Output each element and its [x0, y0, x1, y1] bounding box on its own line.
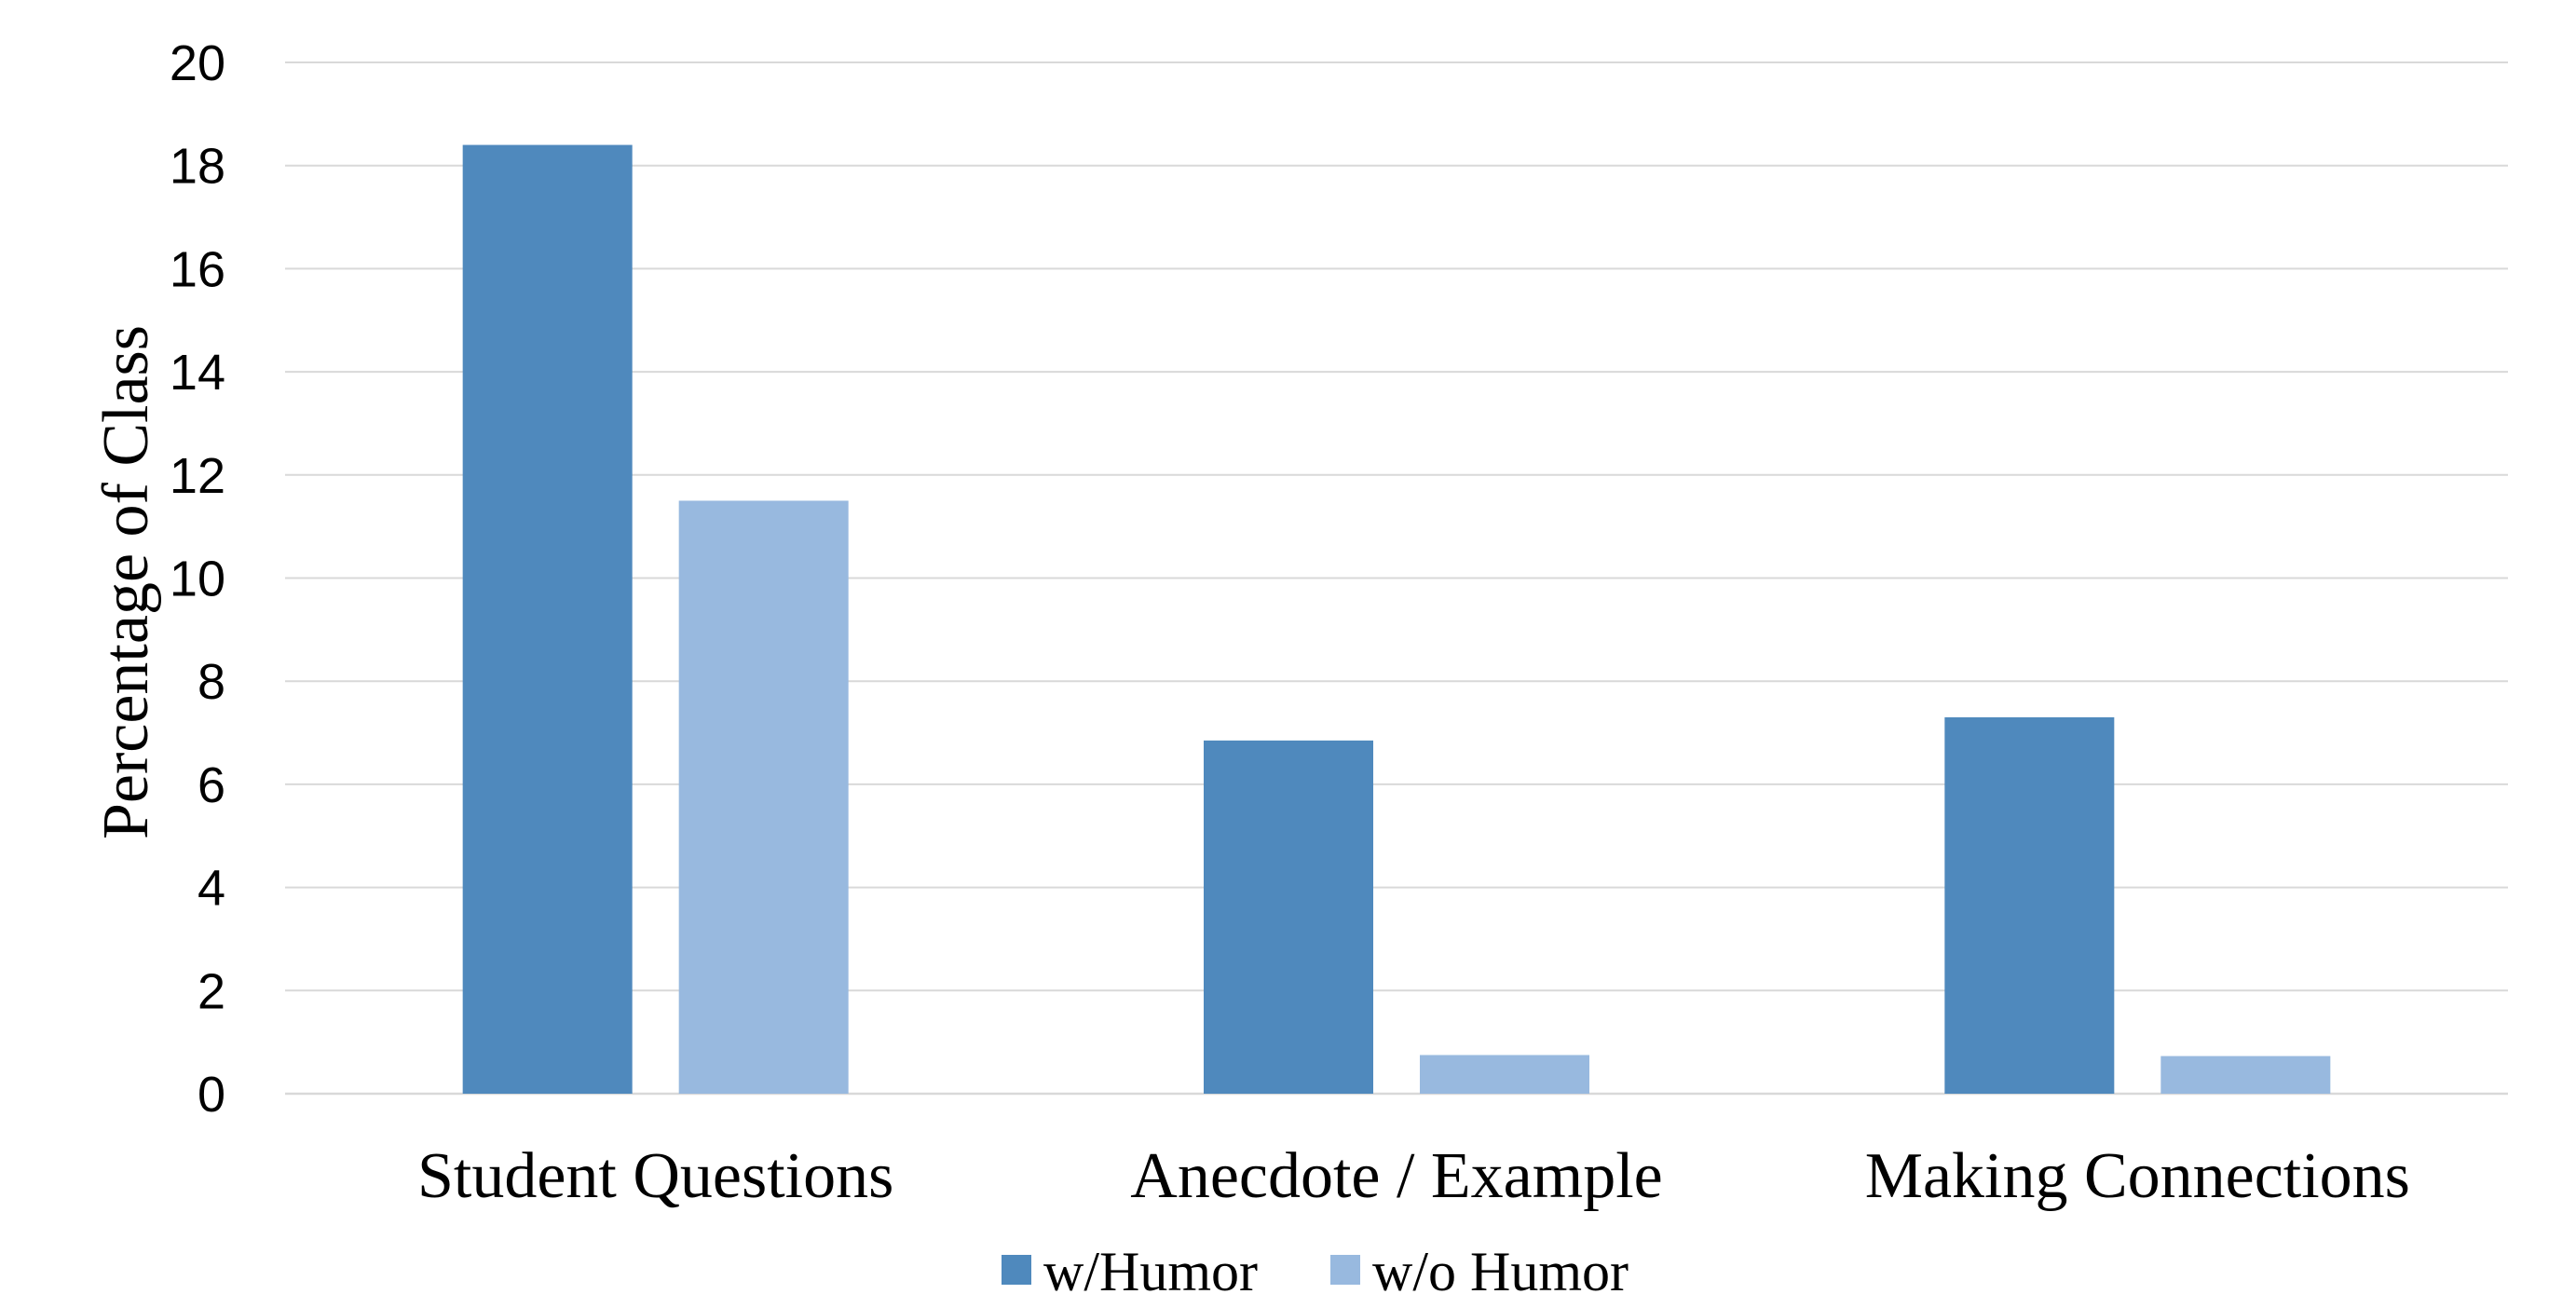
x-tick-label: Anecdote / Example	[1130, 1140, 1662, 1212]
bar-with-humor	[462, 144, 633, 1094]
y-tick-label: 6	[198, 757, 225, 813]
y-tick-label: 18	[170, 139, 225, 195]
y-axis-title: Percentage of Class	[90, 325, 162, 839]
legend-swatch	[1330, 1255, 1360, 1285]
y-tick-label: 10	[170, 552, 225, 607]
legend-swatch	[1002, 1255, 1031, 1285]
y-tick-label: 4	[198, 861, 225, 917]
y-tick-label: 16	[170, 241, 225, 297]
legend: w/Humor w/o Humor	[1002, 1241, 1629, 1294]
bar-with-humor	[1944, 716, 2115, 1094]
x-tick-label: Student Questions	[417, 1140, 893, 1212]
y-tick-label: 14	[170, 345, 225, 401]
bar-with-humor	[1204, 740, 1373, 1094]
x-axis-ticks: Student Questions Anecdote / Example Makin…	[417, 1140, 2410, 1212]
legend-label: w/Humor	[1043, 1241, 1258, 1294]
bar-without-humor	[1420, 1055, 1589, 1094]
y-axis-ticks: 0 2 4 6 8 10 12 14 16 18 20	[170, 35, 225, 1123]
y-tick-label: 2	[198, 963, 225, 1019]
gridlines	[285, 61, 2508, 1096]
x-tick-label: Making Connections	[1865, 1140, 2410, 1212]
legend-label: w/o Humor	[1372, 1241, 1629, 1294]
bars	[462, 144, 2331, 1094]
bar-without-humor	[678, 500, 849, 1094]
y-tick-label: 8	[198, 654, 225, 710]
bar-without-humor	[2160, 1056, 2331, 1094]
y-tick-label: 0	[198, 1067, 225, 1123]
y-tick-label: 20	[170, 35, 225, 91]
y-tick-label: 12	[170, 448, 225, 504]
